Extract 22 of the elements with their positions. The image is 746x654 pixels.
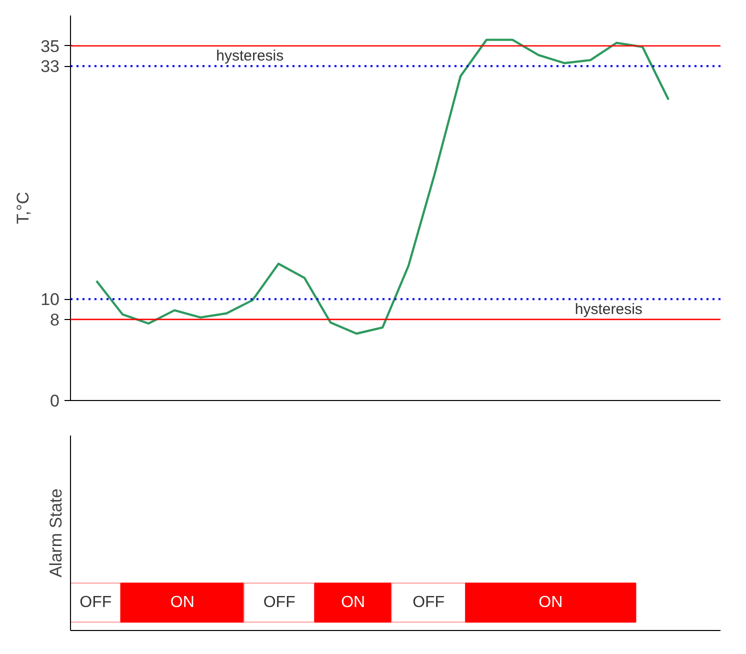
- y-axis-title: T,°C: [14, 192, 33, 224]
- series-label: ON: [170, 594, 194, 612]
- y-tick-label: 0: [50, 392, 60, 410]
- annotation: hysteresis: [574, 300, 642, 318]
- annotation: hysteresis: [216, 48, 284, 65]
- line-series: [95, 38, 670, 335]
- y-tick-label: 35: [40, 36, 60, 56]
- bar: [465, 582, 636, 623]
- series-label: OFF: [80, 594, 112, 612]
- bar: [391, 582, 466, 623]
- bar: [244, 582, 316, 623]
- y-tick-label: 8: [50, 310, 60, 330]
- series-label: ON: [538, 594, 563, 612]
- y-axis-title: Alarm State: [46, 488, 66, 578]
- y-tick-label: 10: [40, 290, 60, 310]
- y-tick-label: 33: [40, 57, 60, 76]
- series-label: OFF: [412, 594, 445, 612]
- bar: [70, 582, 122, 623]
- series-label: OFF: [263, 594, 296, 612]
- series-label: ON: [341, 594, 366, 612]
- bar: [120, 582, 245, 623]
- bar: [314, 582, 392, 623]
